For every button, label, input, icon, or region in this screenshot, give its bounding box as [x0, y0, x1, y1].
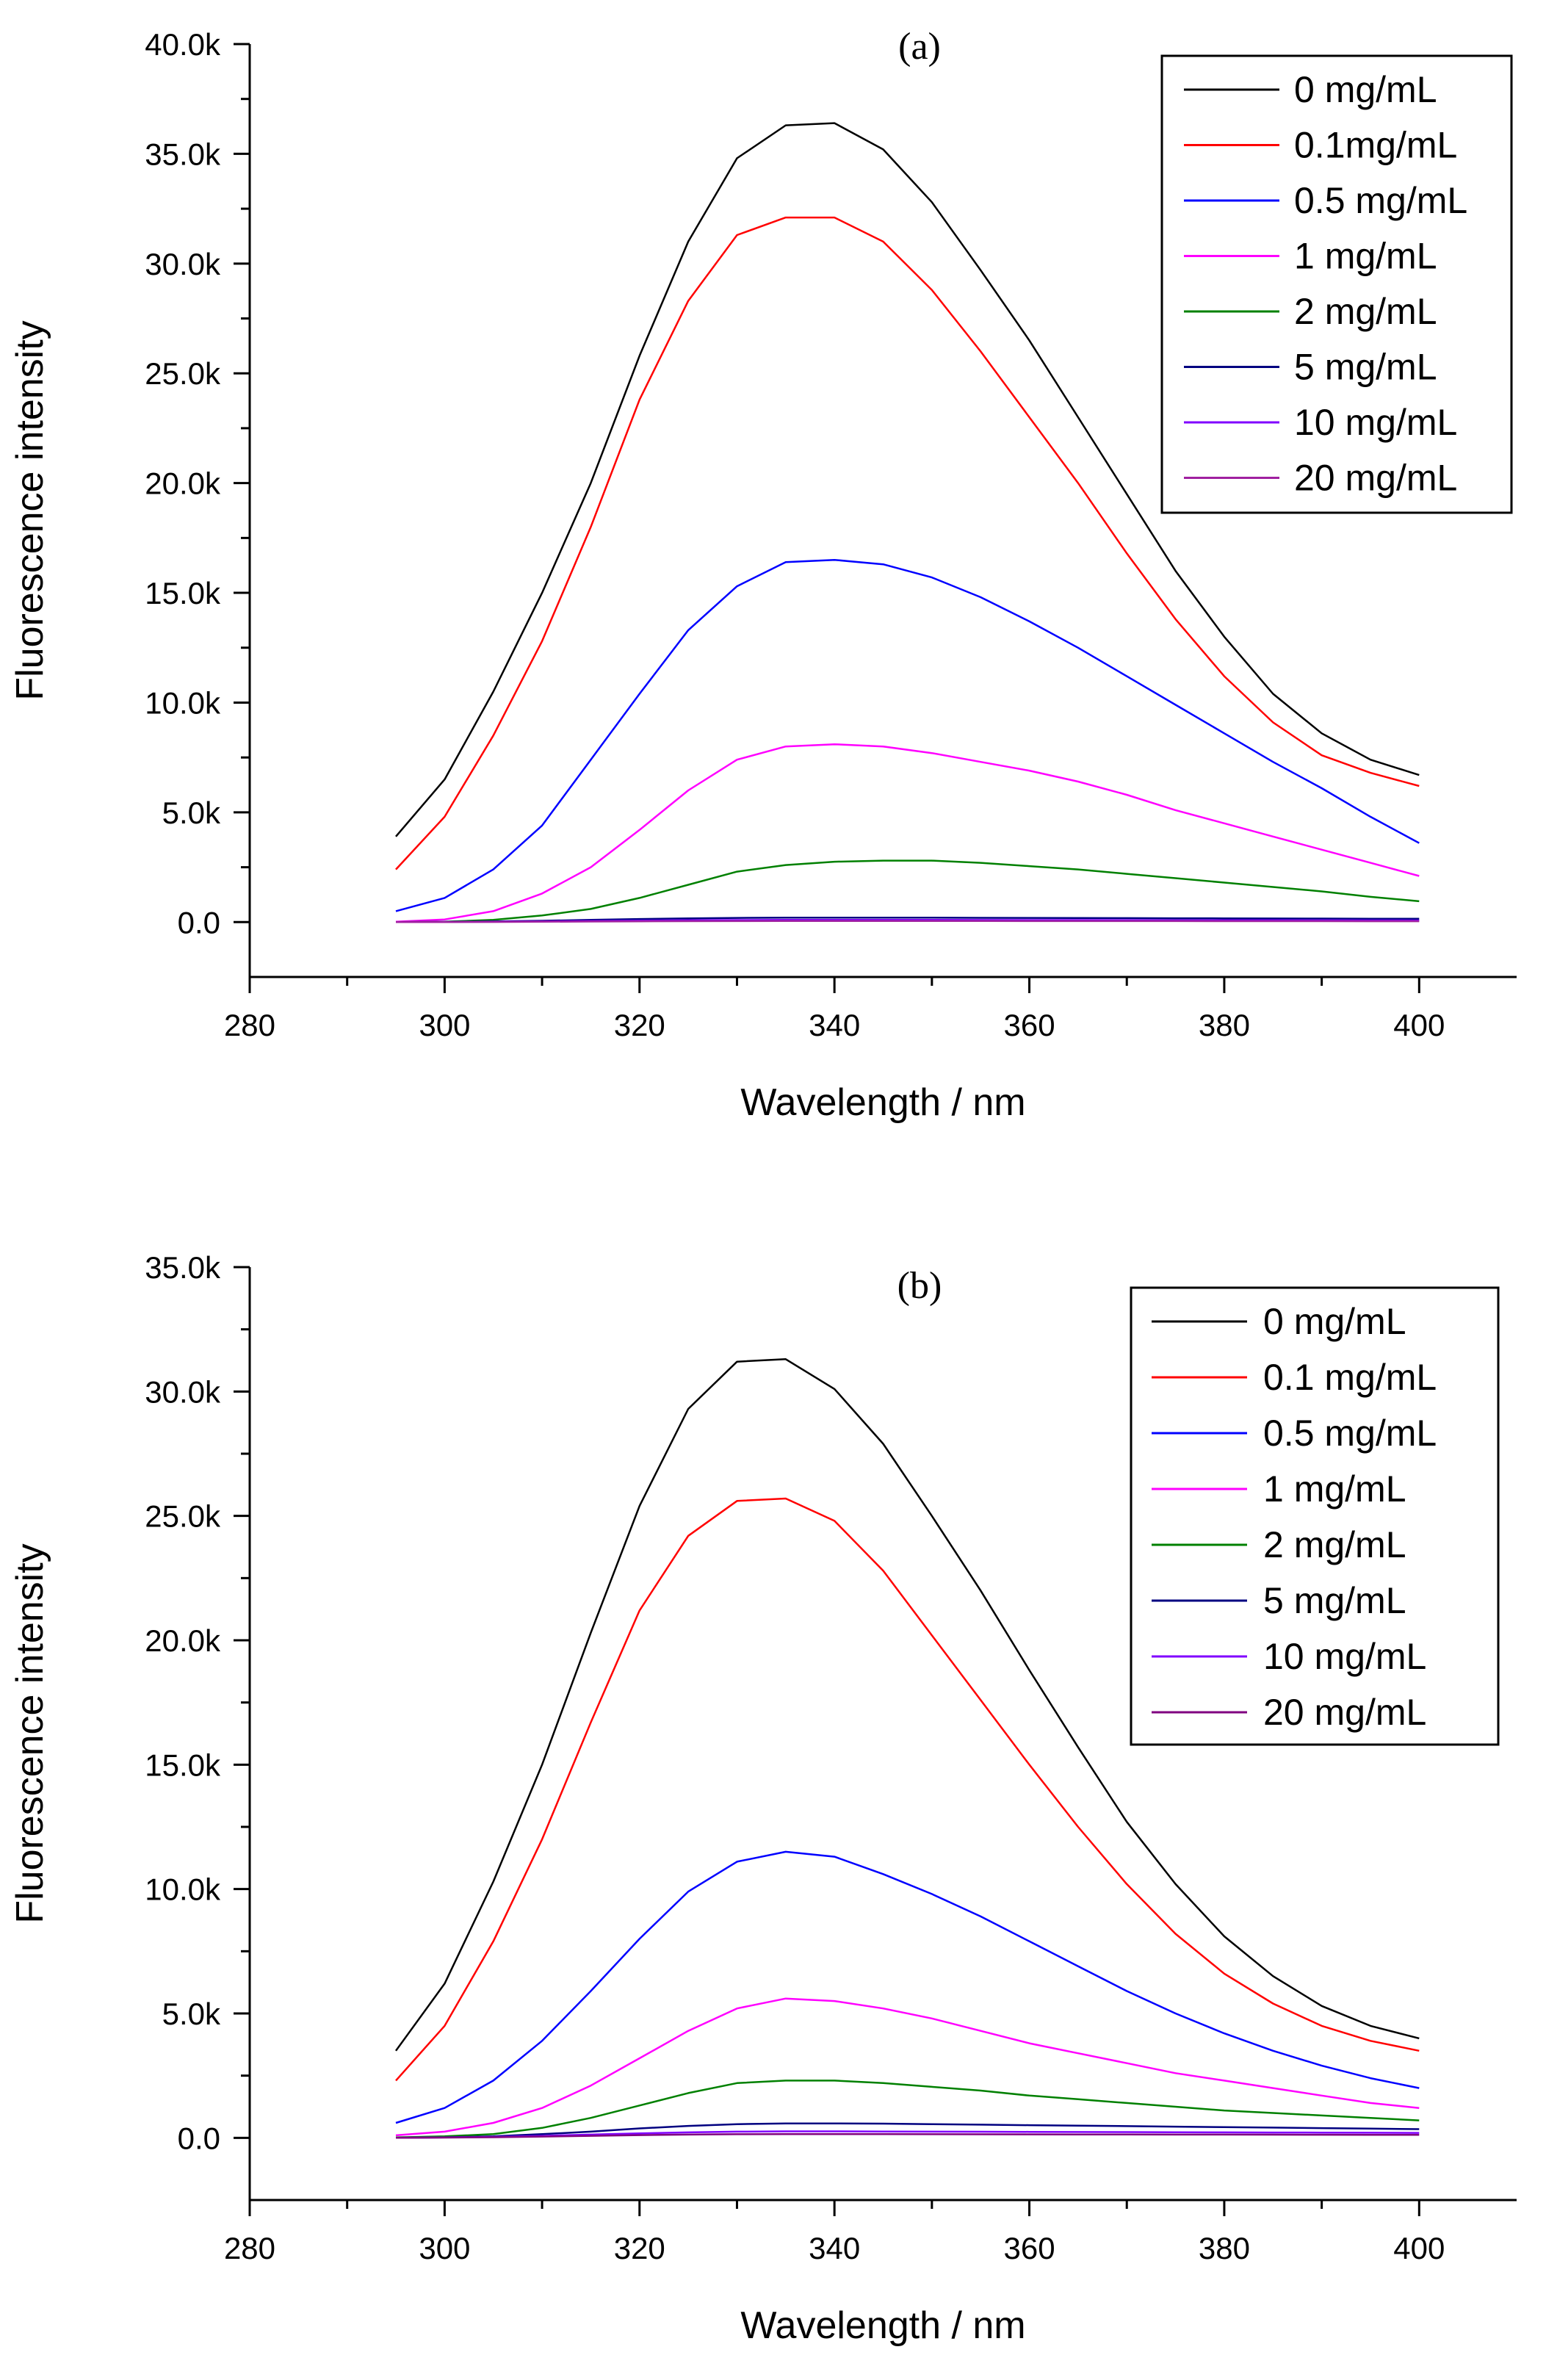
series-line — [395, 2122, 1420, 2139]
series-line — [395, 2080, 1420, 2138]
x-tick-label: 360 — [1003, 1008, 1055, 1042]
series-line — [395, 558, 1420, 912]
legend-label: 0.5 mg/mL — [1294, 180, 1467, 221]
series-line — [395, 743, 1420, 923]
legend-label: 0.1mg/mL — [1294, 125, 1457, 166]
legend-label: 2 mg/mL — [1263, 1524, 1406, 1565]
series-line — [394, 1358, 1420, 2052]
series-line — [395, 216, 1420, 870]
x-tick-label: 300 — [419, 2231, 470, 2265]
y-axis-title: Fluorescence intensity — [9, 1543, 51, 1923]
x-tick-label: 380 — [1199, 1008, 1250, 1042]
y-tick-label: 25.0k — [145, 1499, 221, 1534]
x-tick-label: 300 — [419, 1008, 470, 1042]
legend-label: 5 mg/mL — [1263, 1580, 1406, 1621]
x-tick-label: 360 — [1003, 2231, 1055, 2265]
x-tick-label: 380 — [1199, 2231, 1250, 2265]
x-tick-label: 340 — [809, 2231, 860, 2265]
x-tick-label: 320 — [614, 2231, 665, 2265]
legend-label: 5 mg/mL — [1294, 347, 1437, 388]
y-tick-label: 20.0k — [145, 466, 221, 501]
x-tick-label: 400 — [1393, 1008, 1445, 1042]
y-tick-label: 25.0k — [145, 356, 221, 391]
legend-box — [1160, 54, 1513, 514]
legend-label: 20 mg/mL — [1294, 458, 1457, 499]
legend-label: 10 mg/mL — [1294, 402, 1457, 443]
y-tick-label: 0.0 — [178, 2121, 220, 2155]
x-axis-title: Wavelength / nm — [740, 2304, 1025, 2347]
y-axis-title: Fluorescence intensity — [9, 320, 51, 700]
y-tick-label: 30.0k — [145, 247, 221, 281]
legend-label: 0 mg/mL — [1294, 69, 1437, 110]
x-tick-label: 320 — [614, 1008, 665, 1042]
legend-label: 0 mg/mL — [1263, 1301, 1406, 1342]
legend-label: 1 mg/mL — [1263, 1468, 1406, 1510]
panel-a: 280 300 320 340 360 380 400 0.0 5.0k 10.0k 15.0k 20… — [9, 26, 1517, 1124]
y-tick-label: 5.0k — [162, 1997, 221, 2031]
legend-label: 20 mg/mL — [1263, 1692, 1426, 1733]
y-tick-label: 10.0k — [145, 685, 221, 720]
x-tick-label: 280 — [224, 2231, 275, 2265]
legend-label: 1 mg/mL — [1294, 236, 1437, 277]
legend-label: 2 mg/mL — [1294, 291, 1437, 332]
y-tick-label: 10.0k — [145, 1872, 221, 1907]
x-tick-label: 400 — [1393, 2231, 1445, 2265]
y-tick-label: 20.0k — [145, 1623, 221, 1658]
series-line — [395, 2133, 1420, 2139]
panel-b: 280 300 320 340 360 380 400 0.0 5.0k 10.0k 15.0k 20… — [9, 1250, 1517, 2347]
x-axis-title: Wavelength / nm — [740, 1081, 1025, 1124]
y-tick-label: 15.0k — [145, 1748, 221, 1782]
y-tick-label: 5.0k — [162, 796, 221, 830]
panel-title: (a) — [898, 26, 941, 68]
series-line — [395, 2130, 1420, 2139]
y-tick-label: 0.0 — [178, 905, 220, 940]
series-line — [395, 920, 1420, 923]
series-line — [395, 859, 1420, 923]
legend-label: 0.5 mg/mL — [1263, 1413, 1437, 1454]
series-line — [395, 1850, 1420, 2124]
legend-label: 10 mg/mL — [1263, 1636, 1426, 1677]
y-tick-label: 35.0k — [145, 137, 221, 171]
series-line — [395, 122, 1420, 837]
legend-label: 0.1 mg/mL — [1263, 1357, 1437, 1398]
y-tick-label: 40.0k — [145, 27, 221, 62]
x-tick-label: 280 — [224, 1008, 275, 1042]
y-tick-label: 30.0k — [145, 1374, 221, 1409]
y-tick-label: 15.0k — [145, 576, 221, 610]
y-tick-label: 35.0k — [145, 1250, 221, 1285]
x-tick-label: 340 — [809, 1008, 860, 1042]
series-line — [395, 1997, 1420, 2137]
legend-box — [1130, 1286, 1500, 1746]
panel-title: (b) — [897, 1265, 942, 1307]
series-line — [395, 1497, 1420, 2082]
